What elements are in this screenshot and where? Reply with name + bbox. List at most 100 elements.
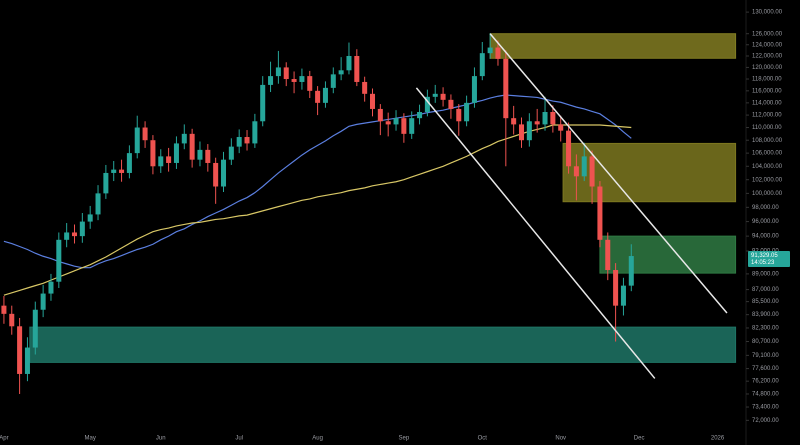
last-price-label: 91,329.05: [751, 253, 778, 259]
candle-body: [322, 87, 328, 103]
y-tick-label: 85,500.00: [752, 299, 779, 305]
candle-body: [613, 270, 619, 306]
x-tick-label: Nov: [555, 436, 566, 442]
candle-body: [260, 84, 266, 122]
y-tick-label: 100,000.00: [752, 191, 783, 197]
candle-body: [338, 70, 344, 75]
candle-body: [103, 172, 109, 194]
y-tick-label: 124,000.00: [752, 42, 783, 48]
x-tick-label: Jun: [156, 436, 166, 442]
candle-body: [464, 102, 470, 122]
candle-body: [24, 347, 30, 374]
y-tick-label: 130,000.00: [752, 10, 783, 16]
candle-body: [189, 133, 195, 160]
y-tick-label: 108,000.00: [752, 138, 783, 144]
x-tick-label: Dec: [634, 436, 645, 442]
candle-body: [291, 79, 297, 82]
candle-body: [432, 93, 438, 97]
y-tick-label: 102,000.00: [752, 177, 783, 183]
candle-body: [409, 118, 415, 134]
y-tick-label: 80,700.00: [752, 339, 779, 345]
candle-body: [511, 118, 517, 125]
candle-body: [448, 99, 454, 109]
candle-body: [628, 256, 634, 286]
candle-body: [526, 121, 532, 141]
candle-body: [142, 127, 148, 141]
candle-body: [173, 143, 179, 163]
price-zone: [489, 33, 737, 59]
candle-body: [471, 76, 477, 103]
trendline: [489, 33, 728, 314]
candle-body: [244, 137, 250, 144]
price-zone: [29, 326, 737, 363]
candle-body: [166, 156, 172, 163]
moving-average-line: [3, 124, 632, 296]
y-tick-label: 94,000.00: [752, 234, 779, 240]
candle-body: [487, 47, 493, 54]
y-tick-label: 79,100.00: [752, 353, 779, 359]
candle-body: [573, 166, 579, 177]
y-tick-label: 106,000.00: [752, 151, 783, 157]
candle-body: [393, 118, 399, 125]
y-tick-label: 76,200.00: [752, 379, 779, 385]
y-tick-label: 77,600.00: [752, 366, 779, 372]
candle-body: [362, 81, 368, 94]
candle-body: [385, 121, 391, 125]
candle-body: [119, 169, 125, 173]
y-tick-label: 74,800.00: [752, 392, 779, 398]
candle-body: [126, 153, 132, 173]
y-tick-label: 104,000.00: [752, 164, 783, 170]
candle-body: [236, 137, 242, 147]
candle-body: [550, 112, 556, 125]
candle-body: [369, 93, 376, 109]
candle-body: [605, 239, 611, 271]
candle-body: [205, 149, 211, 163]
candle-body: [518, 124, 525, 141]
candle-body: [299, 76, 305, 82]
candle-body: [589, 156, 595, 187]
candle-body: [566, 130, 572, 167]
candle-body: [79, 221, 85, 237]
y-tick-label: 118,000.00: [752, 77, 782, 83]
countdown-label: 14:05:23: [751, 260, 775, 266]
y-tick-label: 87,000.00: [752, 287, 779, 293]
candle-body: [307, 76, 313, 91]
y-tick-label: 112,000.00: [752, 113, 782, 119]
last-price-box: [748, 251, 790, 268]
y-tick-label: 96,000.00: [752, 219, 779, 225]
candle-body: [495, 47, 501, 59]
candle-body: [71, 232, 78, 237]
trendline: [415, 87, 656, 379]
y-tick-label: 120,000.00: [752, 65, 783, 71]
candle-body: [268, 76, 274, 85]
y-tick-label: 114,000.00: [752, 100, 782, 106]
candle-body: [479, 53, 485, 77]
x-tick-label: Jul: [235, 436, 243, 442]
y-tick-label: 89,000.00: [752, 271, 779, 277]
candle-body: [95, 193, 101, 215]
price-zone: [599, 235, 737, 274]
candle-body: [150, 140, 156, 167]
candle-body: [134, 127, 140, 154]
candle-body: [275, 67, 281, 77]
candle-body: [581, 156, 587, 177]
y-tick-label: 98,000.00: [752, 205, 779, 211]
price-zone: [562, 142, 737, 203]
candle-body: [48, 281, 54, 294]
y-tick-label: 126,000.00: [752, 31, 783, 37]
y-tick-label: 122,000.00: [752, 54, 783, 60]
candle-body: [346, 55, 352, 71]
candle-body: [228, 146, 234, 160]
candle-body: [620, 285, 626, 306]
candle-body: [417, 112, 423, 119]
moving-average-line: [3, 94, 632, 269]
candle-body: [597, 186, 603, 240]
trendlines: [415, 33, 728, 379]
candle-body: [181, 133, 187, 144]
candle-body: [354, 55, 360, 82]
candle-body: [283, 67, 289, 80]
x-tick-label: Apr: [0, 436, 9, 442]
candle-body: [32, 309, 38, 348]
x-tick-label: May: [85, 436, 96, 442]
